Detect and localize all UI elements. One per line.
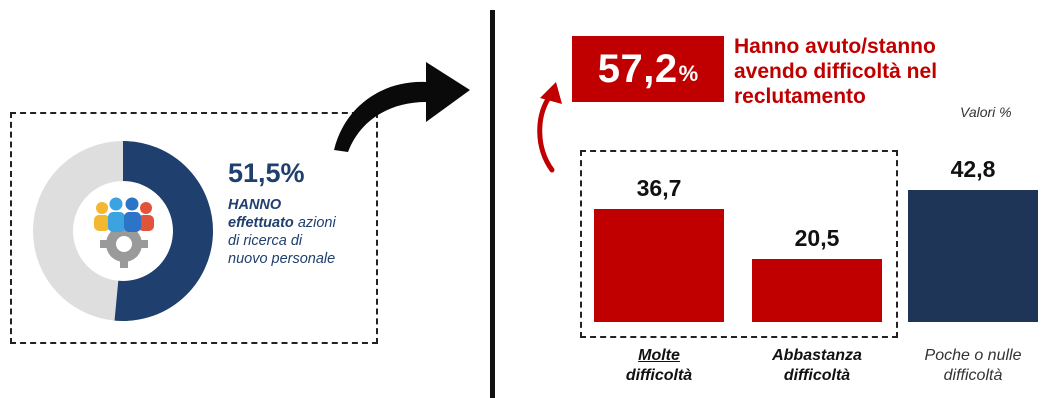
category-label-1-line-2: difficoltà	[625, 367, 693, 384]
curved-arrow-icon	[334, 62, 470, 152]
headline-suffix: %	[678, 61, 699, 86]
donut-value-arc	[114, 141, 213, 321]
bar-3	[908, 189, 1038, 322]
units-note: Valori %	[960, 104, 1012, 120]
bar-2	[752, 258, 882, 322]
bar-1	[594, 208, 724, 322]
section-divider	[490, 10, 495, 398]
category-label-2: Abbastanza difficoltà	[742, 346, 892, 386]
headline-text: Hanno avuto/stanno avendo difficoltà nel…	[734, 34, 1014, 109]
desc-bold-2: effettuato	[228, 215, 294, 231]
headline-line-2: avendo difficoltà nel	[734, 60, 938, 83]
bar-group-frame	[580, 150, 898, 338]
desc-bold-1: HANNO	[228, 197, 282, 213]
donut-description: HANNO effettuato azioni di ricerca di nu…	[228, 196, 378, 268]
headline-badge: 57,2 %	[572, 36, 724, 102]
left-panel-frame	[10, 112, 378, 344]
headline-line-1: Hanno avuto/stanno	[734, 35, 936, 58]
headline-line-3: reclutamento	[734, 85, 866, 108]
category-label-2-line-1: Abbastanza	[772, 347, 862, 364]
category-label-2-line-2: difficoltà	[783, 367, 851, 384]
team-gear-icon	[94, 197, 154, 268]
bar-value-label-1: 36,7	[636, 174, 682, 201]
category-label-3: Poche o nulle difficoltà	[898, 346, 1047, 386]
category-label-3-line-2: difficoltà	[943, 367, 1003, 384]
bar-value-label-3: 42,8	[950, 155, 996, 182]
desc-rest-1: azioni	[293, 215, 336, 231]
desc-rest-3: nuovo personale	[228, 251, 336, 267]
desc-rest-2: di ricerca di	[228, 233, 303, 249]
category-label-1-line-1: Molte	[638, 347, 680, 364]
headline-value: 57,2	[597, 46, 678, 91]
donut-chart	[33, 141, 213, 321]
category-label-1: Molte difficoltà	[584, 346, 734, 386]
bar-value-label-2: 20,5	[794, 224, 840, 251]
small-curved-arrow-icon	[537, 82, 562, 173]
donut-percent: 51,5%	[228, 158, 305, 188]
category-label-3-line-1: Poche o nulle	[924, 347, 1022, 364]
